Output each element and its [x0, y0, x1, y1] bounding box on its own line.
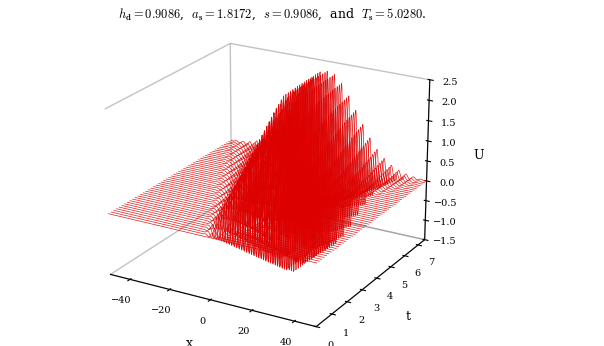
X-axis label: x: x	[185, 337, 193, 346]
Text: $h_{\mathbf{d}} = 0.9086$,  $a_{\mathbf{s}} = 1.8172$,  $s = 0.9086$,  and  $T_{: $h_{\mathbf{d}} = 0.9086$, $a_{\mathbf{s…	[118, 7, 426, 22]
Y-axis label: t: t	[405, 310, 411, 323]
